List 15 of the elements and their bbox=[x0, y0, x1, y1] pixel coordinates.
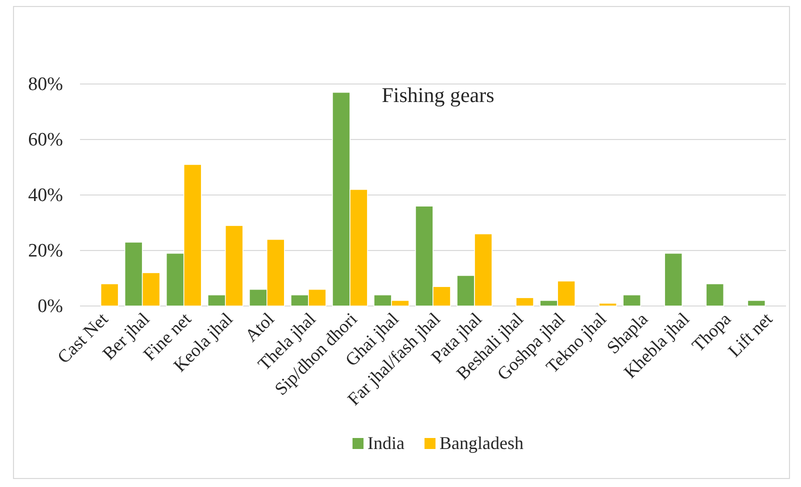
bar bbox=[516, 297, 534, 306]
bar bbox=[622, 294, 642, 306]
bar bbox=[706, 283, 724, 306]
legend-label: India bbox=[368, 433, 405, 453]
bar bbox=[664, 252, 683, 306]
chart-title: Fishing gears bbox=[382, 83, 494, 107]
y-tick-label: 60% bbox=[28, 130, 64, 151]
bar bbox=[100, 283, 119, 306]
y-tick-label: 40% bbox=[28, 185, 64, 206]
bar bbox=[747, 300, 766, 306]
y-tick-label: 20% bbox=[28, 240, 64, 262]
legend-label: Bangladesh bbox=[440, 433, 524, 453]
y-tick-label: 0% bbox=[38, 296, 64, 318]
bar bbox=[598, 302, 617, 306]
y-tick-label: 80% bbox=[28, 74, 64, 96]
